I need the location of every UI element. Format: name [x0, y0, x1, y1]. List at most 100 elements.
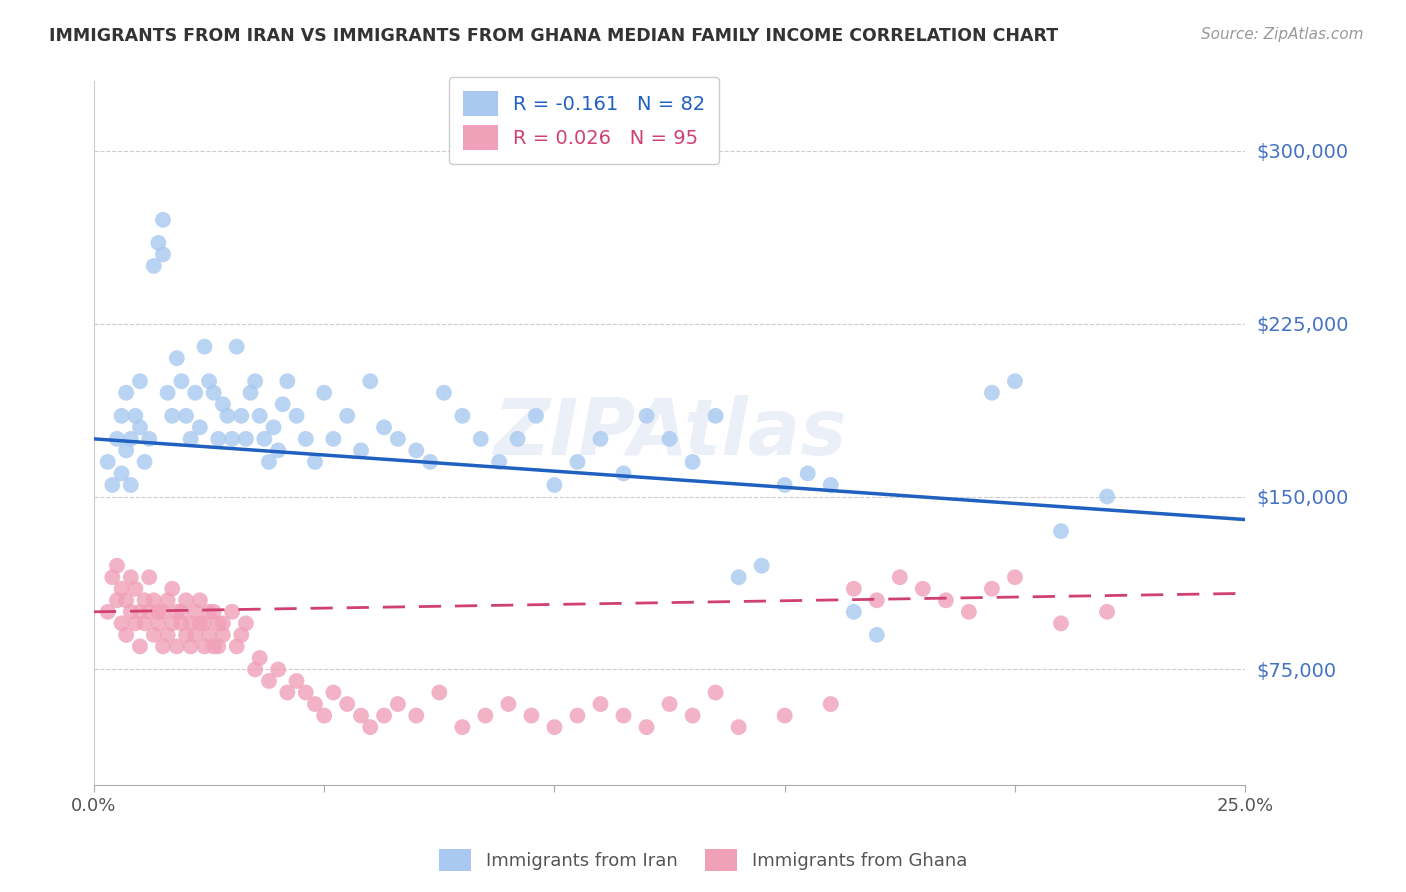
Point	[276, 374, 298, 388]
Point	[180, 640, 202, 654]
Point	[148, 235, 170, 250]
Point	[129, 605, 152, 619]
Point	[294, 685, 316, 699]
Point	[193, 340, 215, 354]
Point	[202, 385, 225, 400]
Point	[120, 478, 142, 492]
Point	[935, 593, 957, 607]
Point	[129, 420, 152, 434]
Point	[152, 247, 174, 261]
Point	[543, 720, 565, 734]
Point	[134, 616, 156, 631]
Point	[271, 397, 294, 411]
Point	[285, 673, 308, 688]
Point	[658, 432, 681, 446]
Point	[207, 616, 229, 631]
Point	[419, 455, 441, 469]
Point	[221, 605, 243, 619]
Point	[773, 708, 796, 723]
Point	[180, 616, 202, 631]
Point	[387, 697, 409, 711]
Point	[170, 374, 193, 388]
Point	[957, 605, 980, 619]
Point	[612, 467, 634, 481]
Point	[304, 455, 326, 469]
Point	[451, 409, 474, 423]
Text: Source: ZipAtlas.com: Source: ZipAtlas.com	[1201, 27, 1364, 42]
Point	[704, 685, 727, 699]
Point	[120, 570, 142, 584]
Point	[207, 640, 229, 654]
Point	[202, 605, 225, 619]
Point	[727, 570, 749, 584]
Point	[120, 605, 142, 619]
Point	[842, 605, 865, 619]
Point	[138, 605, 160, 619]
Point	[304, 697, 326, 711]
Point	[243, 374, 266, 388]
Point	[1095, 490, 1118, 504]
Point	[239, 385, 262, 400]
Point	[134, 455, 156, 469]
Point	[202, 640, 225, 654]
Point	[138, 570, 160, 584]
Point	[276, 685, 298, 699]
Point	[160, 582, 183, 596]
Point	[359, 720, 381, 734]
Point	[198, 374, 221, 388]
Point	[152, 640, 174, 654]
Point	[263, 420, 285, 434]
Point	[589, 432, 612, 446]
Point	[212, 397, 235, 411]
Point	[225, 640, 247, 654]
Point	[751, 558, 773, 573]
Point	[636, 409, 658, 423]
Point	[97, 455, 120, 469]
Point	[612, 708, 634, 723]
Point	[267, 443, 290, 458]
Point	[567, 708, 589, 723]
Text: ZIPAtlas: ZIPAtlas	[494, 395, 846, 471]
Point	[207, 432, 229, 446]
Point	[124, 582, 146, 596]
Legend: R = -0.161   N = 82, R = 0.026   N = 95: R = -0.161 N = 82, R = 0.026 N = 95	[449, 77, 718, 164]
Point	[152, 605, 174, 619]
Point	[842, 582, 865, 596]
Point	[350, 443, 373, 458]
Point	[249, 651, 271, 665]
Point	[231, 628, 253, 642]
Point	[193, 640, 215, 654]
Point	[188, 593, 211, 607]
Point	[249, 409, 271, 423]
Point	[148, 616, 170, 631]
Point	[451, 720, 474, 734]
Point	[101, 478, 124, 492]
Point	[294, 432, 316, 446]
Point	[520, 708, 543, 723]
Point	[567, 455, 589, 469]
Point	[889, 570, 911, 584]
Point	[105, 558, 128, 573]
Point	[543, 478, 565, 492]
Point	[142, 593, 165, 607]
Point	[704, 409, 727, 423]
Point	[636, 720, 658, 734]
Point	[170, 616, 193, 631]
Legend: Immigrants from Iran, Immigrants from Ghana: Immigrants from Iran, Immigrants from Gh…	[432, 842, 974, 879]
Point	[1004, 374, 1026, 388]
Point	[314, 708, 336, 723]
Point	[589, 697, 612, 711]
Point	[980, 582, 1002, 596]
Point	[1050, 616, 1073, 631]
Point	[174, 593, 197, 607]
Text: IMMIGRANTS FROM IRAN VS IMMIGRANTS FROM GHANA MEDIAN FAMILY INCOME CORRELATION C: IMMIGRANTS FROM IRAN VS IMMIGRANTS FROM …	[49, 27, 1059, 45]
Point	[110, 467, 132, 481]
Point	[373, 708, 395, 723]
Point	[101, 570, 124, 584]
Point	[1095, 605, 1118, 619]
Point	[110, 409, 132, 423]
Point	[129, 640, 152, 654]
Point	[110, 616, 132, 631]
Point	[160, 616, 183, 631]
Point	[658, 697, 681, 711]
